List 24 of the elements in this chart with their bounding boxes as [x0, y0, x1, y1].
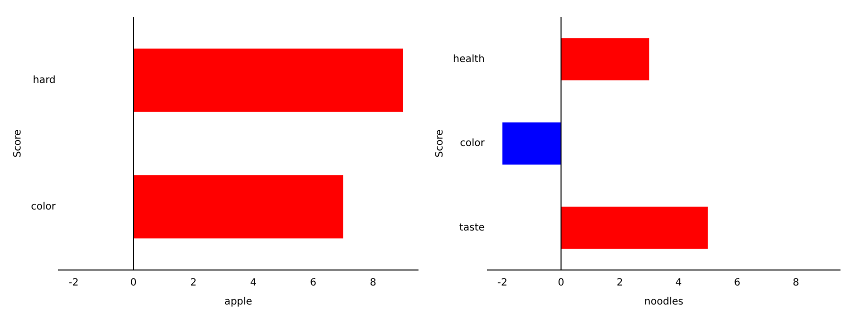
x-tick-label: 2: [190, 278, 197, 289]
x-tick-label: 8: [792, 278, 800, 289]
x-tick-label: 4: [250, 278, 256, 289]
x-tick-label: 0: [130, 278, 137, 289]
x-tick-label: 6: [310, 278, 316, 289]
x-axis-title: apple: [224, 296, 252, 308]
y-axis-title: Score: [434, 129, 446, 158]
bar: [561, 206, 708, 249]
bar: [502, 122, 562, 165]
y-tick-label: color: [460, 138, 486, 150]
x-tick-label: 4: [675, 278, 682, 289]
x-tick-label: -2: [497, 278, 508, 289]
y-tick-label: hard: [32, 74, 56, 86]
y-axis-title: Score: [12, 129, 24, 158]
y-tick-label: health: [453, 54, 485, 65]
y-tick-label: color: [31, 201, 57, 212]
bar: [561, 38, 650, 80]
y-tick-label: taste: [459, 222, 485, 234]
x-tick-label: 8: [370, 278, 376, 289]
x-tick-label: -2: [68, 278, 79, 289]
x-tick-label: 2: [616, 278, 623, 289]
x-tick-label: 6: [734, 278, 740, 289]
x-axis-title: noodles: [644, 296, 684, 308]
x-tick-label: 0: [558, 278, 564, 289]
